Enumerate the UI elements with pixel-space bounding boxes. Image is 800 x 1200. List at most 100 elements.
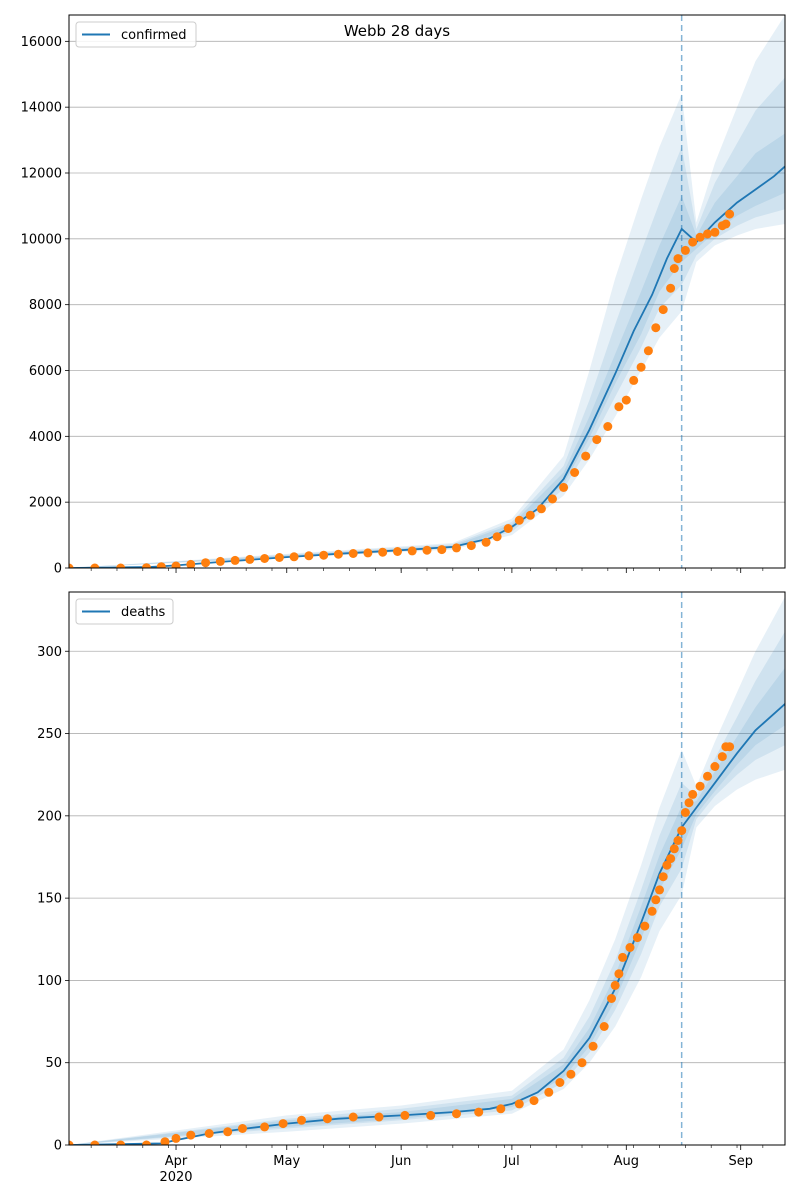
observed-point [297, 1115, 306, 1125]
observed-point [636, 362, 646, 372]
observed-point [238, 1124, 247, 1133]
observed-point [559, 482, 569, 492]
y-tick-label: 6000 [29, 364, 62, 379]
observed-point [651, 895, 661, 905]
observed-point [215, 556, 225, 566]
observed-point [348, 1112, 358, 1122]
observed-point [142, 563, 151, 568]
observed-point [688, 237, 698, 247]
observed-point [289, 552, 299, 562]
observed-point [116, 563, 126, 568]
observed-point [625, 943, 635, 952]
observed-point [69, 1140, 74, 1145]
observed-point [618, 952, 628, 962]
legend-box [75, 598, 174, 625]
x-tick-label: Jul [503, 1154, 520, 1169]
observed-point [492, 532, 502, 542]
observed-point [116, 1140, 126, 1145]
observed-point [548, 494, 557, 504]
observed-point [666, 283, 676, 293]
confirmed-panel: 0 2000 4000 6000 8000 10000 12000 14000 16000 Web… [21, 14, 786, 577]
x-tick-sublabel: 2020 [159, 1170, 192, 1185]
observed-point [592, 435, 602, 445]
observed-point [333, 549, 343, 559]
observed-point [142, 1140, 151, 1145]
observed-point [407, 546, 417, 556]
y-tick-label: 300 [37, 645, 62, 660]
x-tick-label: Apr [165, 1154, 188, 1169]
observed-point [688, 789, 698, 799]
observed-point [651, 323, 661, 333]
plot-area [69, 592, 785, 1145]
y-tick-label: 14000 [21, 101, 62, 116]
y-tick-label: 8000 [29, 298, 62, 313]
observed-point [695, 232, 705, 242]
observed-point [160, 1137, 170, 1145]
observed-point [555, 1078, 565, 1087]
observed-point [647, 906, 657, 916]
observed-point [680, 245, 690, 255]
observed-point [466, 541, 476, 551]
y-tick-label: 0 [54, 562, 62, 577]
observed-point [588, 1041, 598, 1051]
y-tick-label: 100 [37, 974, 62, 989]
observed-point [632, 933, 642, 943]
observed-point [607, 994, 616, 1003]
observed-point [278, 1119, 288, 1129]
observed-point [348, 549, 358, 558]
plot-area [69, 15, 785, 568]
observed-point [452, 1109, 461, 1119]
observed-point [536, 504, 546, 514]
observed-point [669, 264, 679, 273]
observed-point [640, 921, 650, 931]
observed-point [274, 553, 284, 562]
observed-point [304, 551, 314, 561]
observed-point [186, 559, 196, 568]
observed-point [223, 1127, 233, 1137]
observed-point [393, 547, 402, 556]
model-line-deaths [69, 703, 785, 1145]
observed-point [614, 402, 624, 412]
observed-point [90, 1140, 100, 1145]
observed-point [452, 543, 461, 553]
observed-point [673, 254, 683, 264]
y-tick-label: 16000 [21, 35, 62, 50]
observed-point [710, 762, 720, 771]
observed-point [514, 1099, 524, 1109]
y-tick-label: 200 [37, 809, 62, 824]
observed-point [725, 742, 735, 752]
observed-point [474, 1107, 484, 1117]
observed-point [703, 771, 712, 781]
confidence-band-middle [69, 631, 785, 1145]
observed-point [186, 1130, 196, 1140]
observed-point [481, 537, 491, 547]
observed-point [658, 305, 668, 315]
observed-point [725, 209, 735, 219]
observed-point [503, 524, 513, 533]
observed-point [230, 555, 240, 565]
confidence-band-middle [69, 77, 785, 568]
observed-point [662, 860, 672, 870]
observed-point [703, 229, 712, 239]
observed-point [422, 545, 432, 555]
observed-point [721, 219, 731, 229]
observed-point [610, 980, 620, 990]
chart-title: Webb 28 days [344, 22, 450, 40]
x-tick-label: Sep [728, 1154, 753, 1169]
legend-box [75, 21, 197, 48]
observed-point [581, 451, 591, 461]
observed-point [525, 510, 535, 520]
observed-point [680, 808, 690, 817]
observed-point [529, 1096, 539, 1106]
observed-point [577, 1058, 587, 1068]
legend-label: deaths [121, 605, 166, 620]
y-tick-label: 0 [54, 1139, 62, 1154]
observed-point [171, 1133, 181, 1143]
observed-point [204, 1129, 214, 1138]
observed-point [669, 844, 679, 854]
observed-point [599, 1022, 609, 1031]
observed-point [658, 872, 668, 882]
y-tick-label: 4000 [29, 430, 62, 445]
observed-point [677, 826, 687, 836]
